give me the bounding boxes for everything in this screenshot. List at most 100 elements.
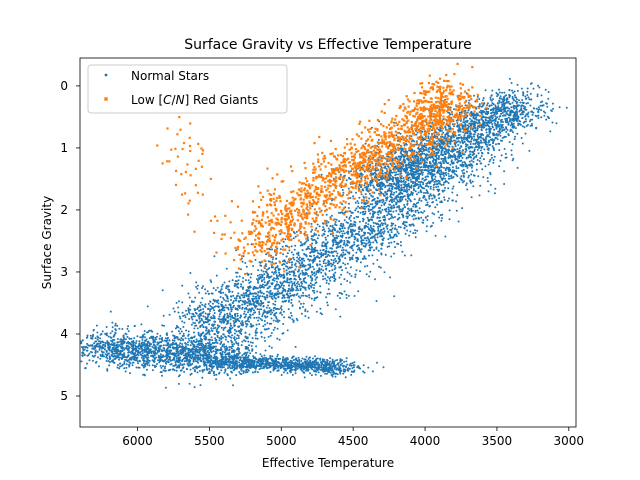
- data-point: [266, 294, 269, 297]
- data-point: [381, 224, 384, 227]
- data-point: [172, 307, 175, 310]
- data-point: [329, 233, 332, 236]
- data-point: [177, 358, 180, 361]
- data-point: [194, 296, 197, 299]
- data-point: [133, 344, 136, 347]
- data-point: [315, 276, 318, 279]
- data-point: [220, 285, 223, 288]
- data-point: [167, 361, 170, 364]
- data-point: [125, 363, 128, 366]
- data-point: [118, 344, 121, 347]
- data-point: [411, 209, 414, 212]
- data-point: [325, 268, 328, 271]
- data-point: [83, 354, 86, 356]
- data-point: [319, 361, 322, 364]
- data-point: [340, 273, 343, 276]
- data-point: [338, 258, 341, 261]
- data-point: [222, 291, 225, 294]
- data-point: [378, 216, 381, 219]
- data-point: [277, 293, 280, 295]
- data-point: [241, 286, 244, 289]
- data-point: [248, 344, 251, 347]
- data-point: [297, 254, 300, 257]
- data-point: [293, 277, 296, 280]
- data-point: [183, 370, 186, 373]
- data-point: [220, 337, 222, 340]
- data-point: [338, 276, 341, 279]
- data-point: [189, 344, 192, 347]
- data-point: [260, 269, 263, 272]
- data-point: [153, 352, 156, 355]
- data-point: [416, 229, 419, 232]
- data-point: [122, 336, 125, 339]
- data-point: [345, 357, 348, 360]
- data-point: [195, 312, 198, 315]
- data-point: [332, 261, 335, 264]
- data-point: [248, 364, 251, 367]
- data-point: [329, 368, 332, 371]
- data-point: [164, 350, 167, 353]
- data-point: [332, 364, 335, 367]
- data-point: [468, 160, 471, 163]
- data-point: [234, 312, 237, 315]
- data-point: [241, 307, 244, 310]
- data-point: [235, 356, 238, 359]
- data-point: [355, 269, 358, 272]
- data-point: [193, 344, 196, 347]
- data-point: [153, 339, 156, 342]
- data-point: [212, 370, 215, 373]
- data-point: [456, 161, 459, 164]
- data-point: [164, 365, 167, 368]
- data-point: [196, 340, 198, 343]
- data-point: [231, 371, 233, 374]
- data-point: [275, 364, 278, 367]
- data-point: [470, 173, 473, 176]
- data-point: [357, 202, 360, 205]
- data-point: [351, 256, 354, 259]
- data-point: [290, 288, 293, 291]
- data-point: [380, 247, 383, 250]
- data-point: [412, 218, 415, 221]
- data-point: [443, 196, 446, 199]
- data-point: [146, 363, 149, 366]
- data-point: [162, 347, 165, 349]
- data-point: [307, 358, 310, 360]
- data-point: [443, 151, 446, 153]
- data-point: [251, 348, 254, 351]
- data-point: [190, 353, 193, 356]
- data-point: [196, 371, 199, 374]
- data-point: [271, 271, 274, 274]
- data-point: [500, 154, 503, 157]
- data-point: [98, 348, 101, 351]
- data-point: [188, 360, 191, 363]
- data-point: [352, 249, 355, 252]
- data-point: [212, 317, 215, 320]
- data-point: [297, 251, 300, 254]
- data-point: [84, 367, 87, 369]
- data-point: [273, 366, 276, 369]
- data-point: [239, 356, 242, 359]
- data-point: [370, 227, 373, 230]
- data-point: [147, 331, 150, 334]
- data-point: [178, 374, 181, 377]
- data-point: [264, 323, 267, 326]
- data-point: [166, 350, 169, 352]
- data-point: [285, 272, 288, 275]
- data-point: [179, 327, 182, 330]
- data-point: [109, 332, 112, 335]
- data-point: [276, 327, 279, 330]
- data-point: [259, 289, 262, 292]
- data-point: [477, 175, 480, 178]
- data-point: [142, 373, 145, 376]
- data-point: [265, 306, 268, 309]
- data-point: [347, 294, 350, 297]
- data-point: [360, 248, 363, 251]
- data-point: [82, 345, 85, 348]
- data-point: [238, 307, 241, 309]
- data-point: [384, 253, 387, 256]
- data-point: [140, 342, 143, 345]
- data-point: [204, 353, 207, 356]
- data-point: [510, 153, 513, 156]
- data-point: [295, 365, 298, 368]
- data-point: [394, 246, 397, 249]
